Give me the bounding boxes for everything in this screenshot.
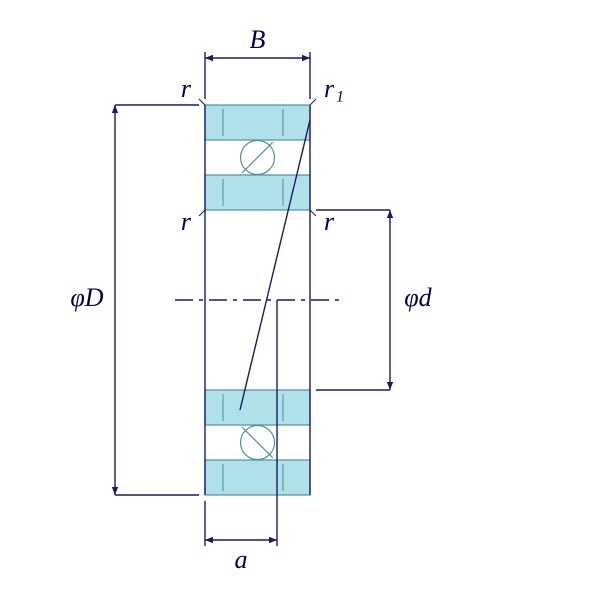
svg-text:a: a bbox=[235, 545, 248, 574]
svg-text:φd: φd bbox=[404, 283, 432, 312]
svg-text:r: r bbox=[181, 207, 192, 236]
svg-text:r: r bbox=[324, 207, 335, 236]
bearing-cross-section-diagram: BφDφdarr1rr bbox=[0, 0, 600, 600]
svg-text:1: 1 bbox=[336, 89, 344, 106]
svg-text:r: r bbox=[324, 74, 335, 103]
svg-text:φD: φD bbox=[70, 283, 103, 312]
svg-text:B: B bbox=[250, 25, 266, 54]
svg-text:r: r bbox=[181, 74, 192, 103]
